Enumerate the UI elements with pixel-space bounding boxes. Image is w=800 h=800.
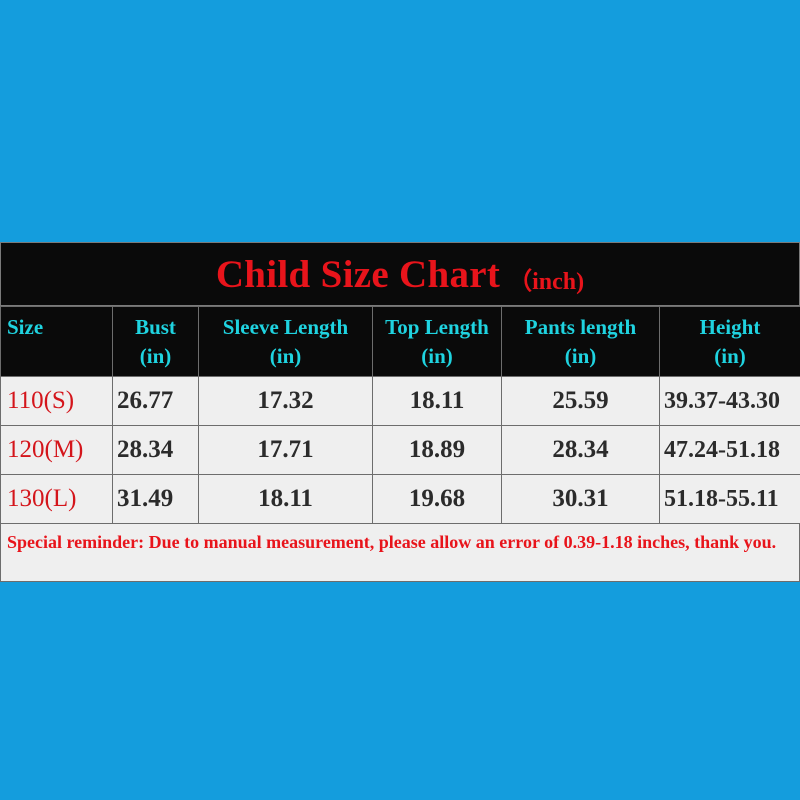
header-top-length: Top Length (in) [372, 306, 502, 377]
size-chart: Child Size Chart （inch) Size Bust (in) Sl… [0, 242, 800, 582]
cell-height: 51.18-55.11 [659, 474, 800, 524]
cell-bust: 28.34 [112, 425, 199, 475]
cell-height: 39.37-43.30 [659, 376, 800, 426]
table-row: 120(M) 28.34 17.71 18.89 28.34 47.24-51.… [0, 425, 800, 475]
cell-bust: 26.77 [112, 376, 199, 426]
cell-pants: 25.59 [501, 376, 660, 426]
cell-sleeve: 18.11 [198, 474, 373, 524]
cell-sleeve: 17.71 [198, 425, 373, 475]
size-table: Size Bust (in) Sleeve Length (in) Top Leng… [0, 306, 800, 524]
header-row: Size Bust (in) Sleeve Length (in) Top Leng… [0, 306, 800, 377]
header-sleeve-length: Sleeve Length (in) [198, 306, 373, 377]
special-reminder: Special reminder: Due to manual measurem… [0, 524, 800, 582]
cell-sleeve: 17.32 [198, 376, 373, 426]
table-row: 130(L) 31.49 18.11 19.68 30.31 51.18-55.… [0, 474, 800, 524]
header-height: Height (in) [659, 306, 800, 377]
cell-top: 18.11 [372, 376, 502, 426]
cell-size: 130(L) [0, 474, 113, 524]
chart-title-unit: （inch) [508, 268, 585, 295]
cell-bust: 31.49 [112, 474, 199, 524]
chart-title: Child Size Chart [215, 252, 501, 296]
header-size: Size [0, 306, 113, 377]
cell-pants: 30.31 [501, 474, 660, 524]
cell-top: 18.89 [372, 425, 502, 475]
header-pants-length: Pants length (in) [501, 306, 660, 377]
cell-top: 19.68 [372, 474, 502, 524]
cell-height: 47.24-51.18 [659, 425, 800, 475]
header-bust: Bust (in) [112, 306, 199, 377]
table-row: 110(S) 26.77 17.32 18.11 25.59 39.37-43.… [0, 376, 800, 426]
chart-title-bar: Child Size Chart （inch) [0, 242, 800, 306]
cell-size: 110(S) [0, 376, 113, 426]
cell-pants: 28.34 [501, 425, 660, 475]
cell-size: 120(M) [0, 425, 113, 475]
